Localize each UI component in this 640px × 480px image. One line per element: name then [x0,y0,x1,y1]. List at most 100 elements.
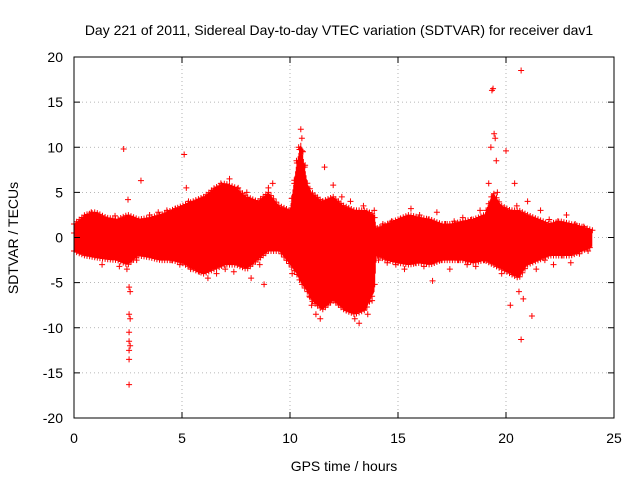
data-point [379,220,386,227]
data-point [209,189,216,196]
data-point [524,198,531,205]
data-points [71,67,596,388]
data-point [126,311,133,318]
data-point [79,220,86,227]
data-point [126,338,133,345]
data-point [123,266,130,273]
y-tick-label: 10 [47,139,63,155]
data-point [520,295,527,302]
data-point [185,198,192,205]
data-point [88,209,95,216]
data-point [546,216,553,223]
data-point [235,184,242,191]
data-point [75,241,82,248]
data-point [126,347,133,354]
y-tick-label: 15 [47,94,63,110]
data-point [319,198,326,205]
data-point [83,245,90,252]
y-tick-label: -10 [43,320,63,336]
data-point [142,250,149,257]
y-tick-label: -5 [51,275,64,291]
data-point [360,202,367,209]
data-point [420,263,427,270]
data-point [204,275,211,282]
data-point [308,302,315,309]
data-point [125,196,131,203]
data-point [187,266,194,273]
data-point [446,266,453,273]
x-tick-label: 10 [282,430,298,446]
data-point [369,297,376,304]
data-point [576,250,583,257]
x-tick-label: 0 [70,430,78,446]
data-point [515,288,522,295]
data-point [200,198,207,205]
data-point [513,202,520,209]
data-point [498,270,505,277]
y-tick-label: 5 [55,184,63,200]
data-point [127,315,134,322]
data-point [196,268,203,275]
data-point [243,189,250,196]
data-point [518,336,525,343]
data-point [127,288,134,295]
data-point [412,259,419,266]
data-point [494,189,501,196]
data-point [126,356,133,363]
x-tick-label: 15 [390,430,406,446]
data-point [222,266,229,273]
data-point [563,211,570,218]
data-point [375,257,382,264]
data-point [213,270,220,277]
data-point [371,207,378,214]
data-point [256,261,263,268]
data-point [442,220,449,227]
data-point [397,216,404,223]
data-point [541,257,548,264]
y-tick-label: -20 [43,410,63,426]
y-tick-label: -15 [43,365,63,381]
data-point [122,214,129,221]
data-point [278,248,285,255]
data-point [163,207,170,214]
data-point [317,315,324,322]
data-point [287,257,293,264]
data-point [172,205,179,212]
data-point [230,268,237,275]
data-point [103,218,110,225]
data-point [347,198,354,205]
data-point [293,157,300,164]
data-point [485,180,492,187]
data-point [451,218,458,225]
data-point [580,223,587,230]
data-point [289,270,296,277]
data-point [291,180,298,187]
data-point [550,261,557,268]
data-point [299,148,306,155]
data-point [490,85,497,92]
data-point [438,257,445,264]
data-point [507,302,514,309]
data-point [388,218,395,225]
data-point-band [71,142,593,317]
data-point [99,261,106,268]
data-point [455,257,462,264]
data-point [129,216,136,223]
data-point [239,261,246,268]
data-point [126,284,133,291]
data-point [107,254,114,261]
data-point [274,207,281,214]
data-point [120,146,127,153]
data-point [491,130,498,137]
data-point [94,211,101,218]
data-point [503,147,509,154]
data-point [127,342,134,349]
data-point [298,135,305,142]
data-point [433,209,440,216]
x-tick-label: 25 [606,430,622,446]
data-point [133,257,140,264]
data-point [168,257,175,264]
data-point [297,126,304,133]
data-point [589,227,596,234]
